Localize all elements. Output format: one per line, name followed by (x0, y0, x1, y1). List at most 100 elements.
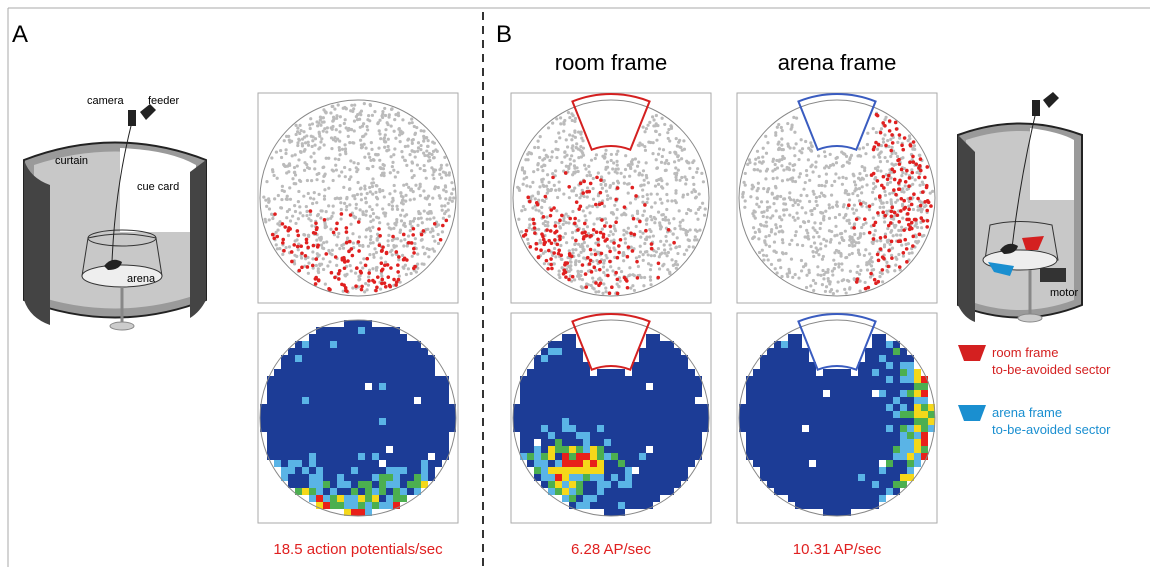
path-dot (592, 177, 595, 180)
path-dot (795, 230, 798, 233)
path-dot (842, 203, 845, 206)
path-dot (800, 259, 803, 262)
rate-cell (625, 474, 632, 481)
rate-cell (365, 467, 372, 474)
rate-cell (344, 383, 351, 390)
path-dot (398, 133, 401, 136)
rate-cell (872, 418, 879, 425)
rate-cell (337, 488, 344, 495)
path-dot (812, 279, 815, 282)
rate-cell (365, 334, 372, 341)
path-dot (373, 247, 376, 250)
rate-cell (555, 432, 562, 439)
path-dot (540, 212, 543, 215)
rate-cell (879, 411, 886, 418)
path-dot (325, 210, 328, 213)
rate-cell (879, 495, 886, 502)
rate-cell (407, 425, 414, 432)
path-dot (774, 232, 777, 235)
path-dot (638, 255, 641, 258)
path-dot (337, 232, 340, 235)
path-dot (766, 188, 769, 191)
path-dot (889, 243, 892, 246)
path-dot (319, 124, 322, 127)
spike-dot (557, 252, 561, 256)
path-dot (649, 275, 652, 278)
rate-cell (632, 404, 639, 411)
rate-cell (688, 397, 695, 404)
path-dot (264, 199, 267, 202)
rate-cell (435, 439, 442, 446)
path-dot (367, 114, 370, 117)
rate-cell (372, 348, 379, 355)
rate-cell (583, 481, 590, 488)
rate-cell (907, 411, 914, 418)
rate-cell (893, 383, 900, 390)
rate-cell (611, 383, 618, 390)
path-dot (319, 216, 322, 219)
spike-dot (281, 238, 285, 242)
path-dot (661, 117, 664, 120)
path-dot (432, 168, 435, 171)
spike-dot (558, 219, 562, 223)
path-dot (297, 217, 300, 220)
spike-dot (374, 289, 378, 293)
rate-cell (309, 355, 316, 362)
rate-cell (604, 355, 611, 362)
rate-cell (548, 481, 555, 488)
rate-cell (435, 404, 442, 411)
path-dot (805, 274, 808, 277)
rate-cell (569, 390, 576, 397)
rate-cell (555, 425, 562, 432)
path-dot (831, 206, 834, 209)
rate-cell (858, 439, 865, 446)
rate-cell (851, 467, 858, 474)
rate-cell (802, 432, 809, 439)
rate-cell (816, 481, 823, 488)
rate-cell (548, 425, 555, 432)
path-dot (772, 177, 775, 180)
path-dot (858, 199, 861, 202)
rate-cell (886, 376, 893, 383)
rate-cell (330, 495, 337, 502)
path-dot (562, 192, 565, 195)
path-dot (805, 194, 808, 197)
rate-cell (344, 341, 351, 348)
rate-cell (569, 369, 576, 376)
rate-cell (365, 460, 372, 467)
rate-cell (879, 432, 886, 439)
path-dot (400, 195, 403, 198)
rate-map (737, 313, 937, 523)
spike-dot (304, 254, 308, 258)
rate-cell (351, 453, 358, 460)
path-dot (636, 212, 639, 215)
path-dot (885, 210, 888, 213)
rate-cell (309, 432, 316, 439)
path-dot (364, 235, 367, 238)
rate-cell (844, 418, 851, 425)
rate-cell (562, 411, 569, 418)
path-dot (876, 166, 879, 169)
rate-cell (344, 460, 351, 467)
spike-dot (868, 231, 872, 235)
path-dot (374, 191, 377, 194)
rate-cell (386, 495, 393, 502)
path-dot (891, 247, 894, 250)
rate-cell (267, 411, 274, 418)
rate-cell (351, 404, 358, 411)
path-dot (302, 233, 305, 236)
rate-cell (858, 397, 865, 404)
rate-cell (844, 460, 851, 467)
rate-cell (386, 418, 393, 425)
path-dot (862, 232, 865, 235)
path-dot (293, 171, 296, 174)
rate-cell (309, 390, 316, 397)
path-dot (612, 233, 615, 236)
spike-dot (906, 212, 910, 216)
rate-cell (865, 355, 872, 362)
rate-cell (583, 411, 590, 418)
path-dot (571, 248, 574, 251)
spike-dot (629, 231, 633, 235)
rate-cell (795, 488, 802, 495)
path-dot (419, 144, 422, 147)
